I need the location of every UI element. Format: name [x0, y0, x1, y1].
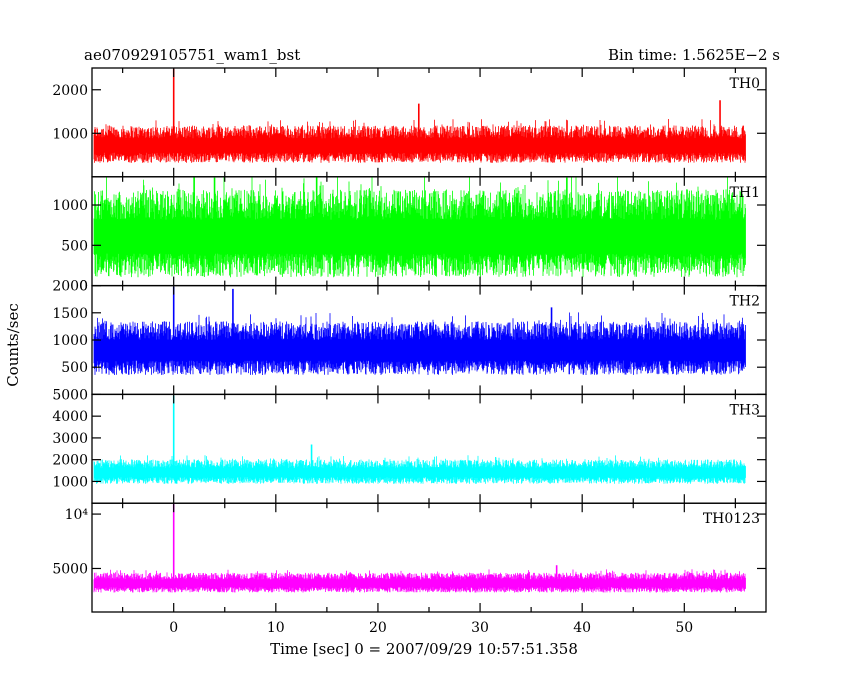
y-tick-label: 5000 [52, 387, 88, 403]
panel-th2: 500 1000 1500 2000 TH2 [52, 279, 767, 396]
panel-th0: 1000 2000 TH0 [52, 67, 767, 178]
x-tick-label: 30 [471, 620, 489, 636]
panel-frame [91, 502, 767, 613]
y-tick-label: 2000 [52, 279, 88, 295]
panel-label-th3: TH3 [730, 402, 760, 418]
signal-th1 [93, 176, 746, 278]
y-tick-label: 1000 [52, 198, 88, 214]
chart-title-right: Bin time: 1.5625E−2 s [608, 46, 780, 64]
y-tick-label: 500 [61, 238, 88, 254]
y-tick-label: 1000 [52, 474, 88, 490]
x-tick-label: 20 [369, 620, 387, 636]
y-tick-label: 2000 [52, 83, 88, 99]
panel-th0123: 5000 10⁴ TH0123 [52, 502, 767, 613]
chart-title-left: ae070929105751_wam1_bst [84, 46, 300, 64]
y-tick-label: 500 [61, 360, 88, 376]
panel-label-th1: TH1 [730, 185, 760, 201]
panel-label-th0123: TH0123 [703, 511, 760, 527]
y-tick-label: 1500 [52, 306, 88, 322]
x-tick-label: 50 [675, 620, 693, 636]
signal-th0123 [93, 569, 746, 593]
y-tick-label: 3000 [52, 431, 88, 447]
panel-label-th0: TH0 [730, 76, 760, 92]
signal-th3 [93, 455, 746, 484]
y-tick-label: 1000 [52, 126, 88, 142]
x-tick-label: 40 [573, 620, 591, 636]
y-tick-label: 2000 [52, 453, 88, 469]
y-axis-label: Counts/sec [4, 303, 22, 387]
y-tick-label: 5000 [52, 561, 88, 577]
y-tick-label: 1000 [52, 333, 88, 349]
y-tick-label: 10⁴ [65, 507, 89, 523]
panel-th3: 1000 2000 3000 4000 5000 TH3 [52, 387, 767, 504]
panel-th1: 0 500 1000 TH1 [52, 176, 767, 295]
signal-th0 [93, 119, 746, 163]
signal-th2 [93, 312, 746, 375]
y-tick-label: 0 [79, 279, 88, 295]
panel-label-th2: TH2 [730, 294, 760, 310]
x-tick-label: 10 [267, 620, 285, 636]
x-tick-label: 0 [169, 620, 178, 636]
panel-frame [91, 393, 767, 504]
x-axis-label: Time [sec] 0 = 2007/09/29 10:57:51.358 [270, 640, 578, 658]
y-tick-label: 4000 [52, 409, 88, 425]
